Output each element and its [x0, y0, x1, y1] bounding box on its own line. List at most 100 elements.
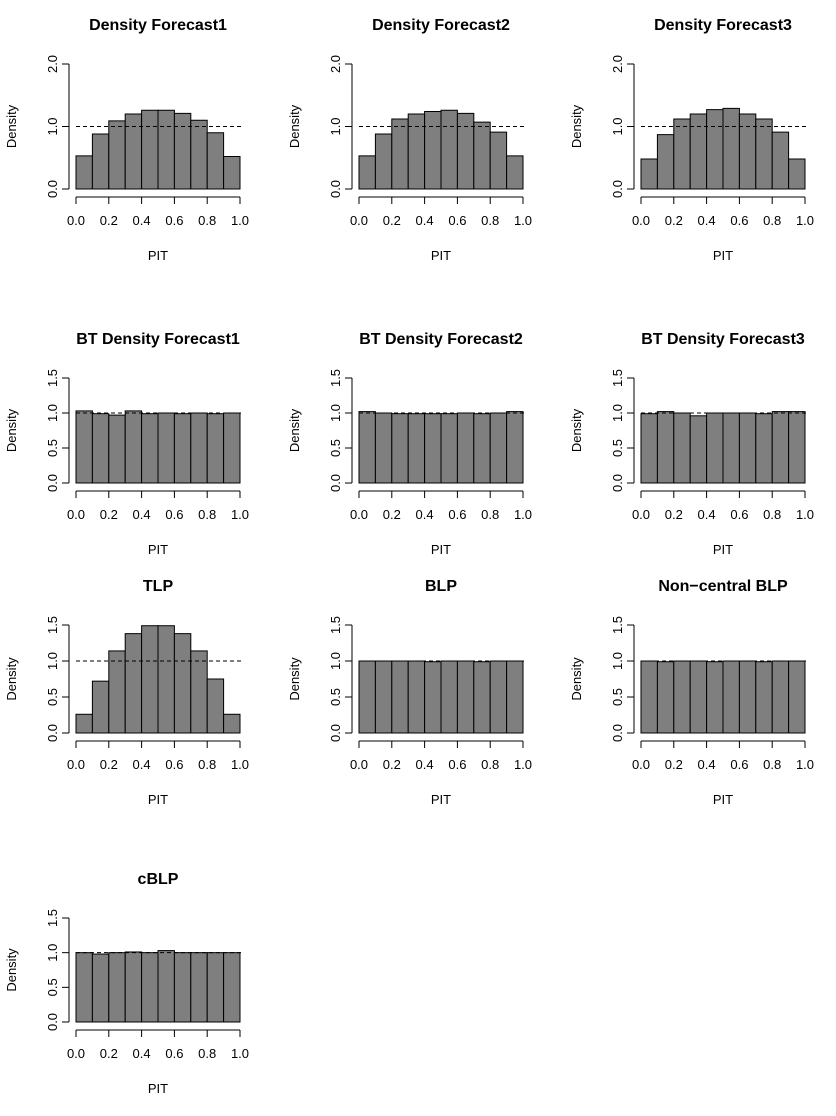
x-tick-label: 0.2: [665, 213, 683, 228]
y-tick-label: 0.0: [45, 180, 60, 198]
x-tick-label: 1.0: [231, 507, 249, 522]
panel-4: BT Density Forecast1 0.0 0.5 1.0 1.5 Density 0…: [4, 331, 249, 557]
panel-title: Non−central BLP: [658, 578, 788, 595]
histogram-bar: [424, 661, 442, 734]
histogram-bar: [506, 660, 524, 734]
x-tick-label: 0.8: [763, 757, 781, 772]
x-tick-label: 0.6: [165, 507, 183, 522]
x-tick-label: 0.6: [448, 507, 466, 522]
histogram-bar: [440, 660, 458, 734]
x-tick-label: 0.8: [481, 507, 499, 522]
histogram-bar: [190, 119, 208, 190]
x-axis-label: PIT: [713, 542, 733, 557]
histogram-bar: [706, 412, 724, 484]
y-axis-label: Density: [4, 104, 19, 148]
histogram-bar: [706, 109, 724, 190]
histogram-bar: [771, 411, 790, 484]
histogram-bar: [223, 412, 241, 484]
histogram-bar: [473, 661, 491, 734]
x-tick-label: 0.6: [730, 507, 748, 522]
x-axis-label: PIT: [148, 1081, 168, 1096]
y-tick-label: 1.5: [328, 369, 343, 387]
y-tick-label: 1.5: [328, 616, 343, 634]
y-tick-label: 0.5: [610, 439, 625, 457]
x-tick-label: 0.4: [698, 757, 716, 772]
y-tick-label: 1.0: [45, 117, 60, 135]
histogram-bar: [173, 633, 192, 734]
x-tick-label: 1.0: [796, 757, 814, 772]
histogram-bar: [473, 413, 491, 484]
x-tick-label: 0.0: [632, 213, 650, 228]
panel-title: BT Density Forecast1: [76, 331, 240, 348]
histogram-bar: [75, 155, 93, 190]
x-tick-label: 0.0: [350, 757, 368, 772]
x-tick-label: 1.0: [231, 213, 249, 228]
x-tick-label: 0.4: [416, 757, 434, 772]
x-tick-label: 0.2: [100, 757, 118, 772]
y-tick-label: 0.5: [45, 978, 60, 996]
histogram-bar: [722, 107, 740, 190]
x-tick-label: 1.0: [514, 757, 532, 772]
x-axis-label: PIT: [713, 248, 733, 263]
histogram-bar: [206, 678, 225, 734]
histogram-bar: [440, 109, 458, 190]
histogram-bar: [223, 156, 241, 190]
x-tick-label: 0.6: [448, 213, 466, 228]
histogram-bar: [656, 134, 675, 190]
x-tick-label: 0.6: [165, 1046, 183, 1061]
y-axis-label: Density: [4, 408, 19, 452]
histogram-bar: [124, 410, 143, 484]
x-tick-label: 0.2: [383, 507, 401, 522]
histogram-bar: [223, 713, 241, 734]
histogram-bar: [173, 952, 192, 1023]
histogram-bar: [771, 131, 790, 190]
x-tick-label: 0.8: [481, 213, 499, 228]
x-tick-label: 0.2: [100, 1046, 118, 1061]
histogram-bar: [689, 415, 708, 484]
panel-title: BT Density Forecast2: [359, 331, 523, 348]
y-tick-label: 1.0: [328, 652, 343, 670]
histogram-bar: [788, 411, 806, 484]
x-tick-label: 0.0: [67, 1046, 85, 1061]
y-tick-label: 1.5: [610, 369, 625, 387]
histogram-bar: [424, 111, 442, 190]
y-axis-label: Density: [569, 657, 584, 701]
x-tick-label: 0.0: [632, 507, 650, 522]
x-tick-label: 0.6: [165, 213, 183, 228]
panel-7: TLP 0.0 0.5 1.0 1.5 Density 0.0 0.2 0.4 0.6 0.8 1.0…: [4, 578, 249, 807]
histogram-bar: [788, 660, 806, 734]
panel-8: BLP 0.0 0.5 1.0 1.5 Density 0.0 0.2 0.4 0.6 0.8 1.0…: [287, 578, 532, 807]
histogram-bar: [157, 625, 175, 734]
x-tick-label: 0.2: [665, 757, 683, 772]
histogram-bar: [506, 155, 524, 190]
histogram-bar: [489, 131, 508, 190]
histogram-bar: [755, 118, 773, 190]
histogram-bar: [424, 413, 442, 484]
histogram-bar: [358, 155, 376, 190]
panel-5: BT Density Forecast2 0.0 0.5 1.0 1.5 Density 0…: [287, 331, 532, 557]
histogram-bar: [640, 660, 658, 734]
panel-title: Density Forecast2: [372, 17, 510, 34]
y-tick-label: 0.0: [610, 724, 625, 742]
y-tick-label: 1.0: [328, 404, 343, 422]
histogram-bar: [673, 118, 691, 190]
y-axis-label: Density: [569, 408, 584, 452]
histogram-bar: [358, 660, 376, 734]
x-tick-label: 0.8: [763, 507, 781, 522]
x-tick-label: 1.0: [796, 213, 814, 228]
y-tick-label: 0.0: [328, 180, 343, 198]
x-tick-label: 0.6: [448, 757, 466, 772]
histogram-bar: [91, 953, 110, 1023]
histogram-bar: [124, 633, 143, 734]
histogram-bar: [157, 109, 175, 190]
y-tick-label: 1.0: [610, 404, 625, 422]
x-tick-label: 0.2: [100, 213, 118, 228]
y-tick-label: 2.0: [328, 55, 343, 73]
y-tick-label: 0.5: [328, 439, 343, 457]
histogram-bar: [640, 158, 658, 190]
histogram-bar: [673, 660, 691, 734]
y-tick-label: 2.0: [610, 55, 625, 73]
x-tick-label: 0.0: [67, 757, 85, 772]
y-tick-label: 1.5: [45, 909, 60, 927]
histogram-bar: [374, 660, 393, 734]
